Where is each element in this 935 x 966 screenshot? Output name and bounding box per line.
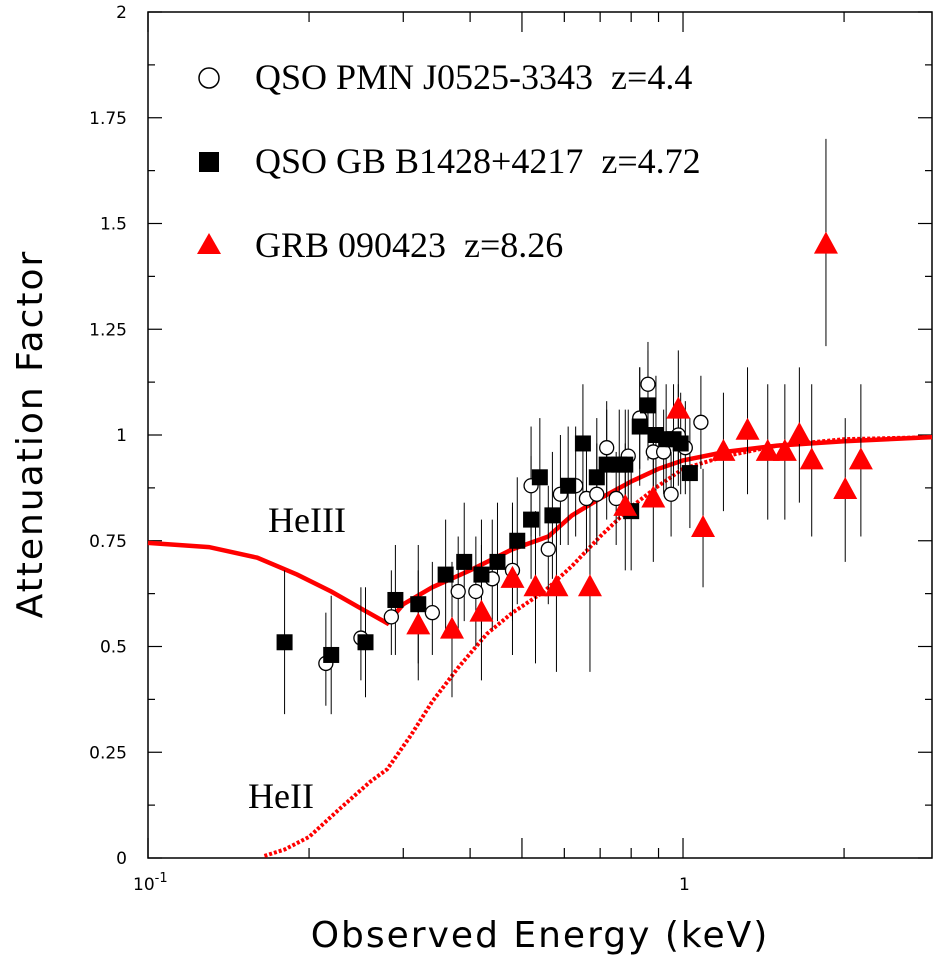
point-open-circle xyxy=(424,605,440,621)
y-axis-title: Attenuation Factor xyxy=(10,250,51,619)
point-open-circle xyxy=(640,376,656,392)
x-axis-title: Observed Energy (keV) xyxy=(311,915,770,956)
point-filled-square xyxy=(489,553,506,570)
point-filled-triangle xyxy=(500,565,525,588)
point-open-circle xyxy=(599,440,615,456)
y-tick-labels: 0 0.25 0.5 0.75 1 1.25 1.5 1.75 2 xyxy=(89,3,127,869)
point-filled-square xyxy=(531,469,548,486)
point-filled-triangle xyxy=(469,599,494,622)
curve-label-heiii: HeIII xyxy=(268,500,346,540)
point-filled-triangle xyxy=(755,438,780,461)
legend: QSO PMN J0525-3343 z=4.4 QSO GB B1428+42… xyxy=(197,57,701,265)
point-filled-triangle xyxy=(691,515,716,538)
point-filled-triangle xyxy=(406,612,431,635)
point-open-circle xyxy=(663,486,679,502)
x-tick-label-1: 1 xyxy=(679,875,690,895)
point-filled-square xyxy=(681,465,698,482)
y-tick-label: 0.75 xyxy=(89,532,127,552)
y-tick-label: 1 xyxy=(116,426,127,446)
y-tick-label: 1.25 xyxy=(89,320,127,340)
point-filled-square xyxy=(456,553,473,570)
point-filled-triangle xyxy=(641,485,666,508)
y-tick-label: 2 xyxy=(116,3,127,23)
point-filled-triangle xyxy=(577,574,602,597)
point-open-circle xyxy=(540,541,556,557)
point-filled-square xyxy=(672,435,689,452)
point-filled-square xyxy=(387,591,404,608)
y-tick-label: 0.5 xyxy=(100,638,127,658)
point-filled-square xyxy=(410,596,427,613)
point-filled-square xyxy=(639,397,656,414)
legend-marker-open-circle xyxy=(198,67,220,89)
point-filled-square xyxy=(544,507,561,524)
point-filled-square xyxy=(598,456,615,473)
point-filled-square xyxy=(437,566,454,583)
point-filled-triangle xyxy=(523,574,548,597)
x-tick-labels: 10-1 1 xyxy=(133,871,690,895)
point-filled-triangle xyxy=(439,616,464,639)
legend-marker-filled-triangle xyxy=(197,233,221,254)
point-filled-square xyxy=(323,646,340,663)
point-filled-triangle xyxy=(735,417,760,440)
y-tick-label: 0.25 xyxy=(89,743,127,763)
point-filled-triangle xyxy=(799,447,824,470)
point-filled-square xyxy=(357,634,374,651)
point-open-circle xyxy=(383,609,399,625)
point-filled-triangle xyxy=(848,447,873,470)
data-markers xyxy=(276,231,873,672)
point-filled-triangle xyxy=(666,396,691,419)
y-tick-label: 1.75 xyxy=(89,109,127,129)
y-tick-label: 1.5 xyxy=(100,215,127,235)
point-open-circle xyxy=(450,583,466,600)
point-filled-square xyxy=(588,469,605,486)
legend-label-qso-gb: QSO GB B1428+4217 z=4.72 xyxy=(255,141,701,181)
point-filled-square xyxy=(276,634,293,651)
point-filled-triangle xyxy=(813,231,838,254)
legend-label-qso-pmn: QSO PMN J0525-3343 z=4.4 xyxy=(255,57,692,97)
point-filled-square xyxy=(631,418,648,435)
point-filled-square xyxy=(473,566,490,583)
point-open-circle xyxy=(693,414,709,430)
x-tick-label-0.1: 10-1 xyxy=(133,871,168,895)
point-filled-square xyxy=(509,532,526,549)
point-filled-square xyxy=(574,435,591,452)
point-filled-triangle xyxy=(711,438,736,461)
point-open-circle xyxy=(468,583,484,600)
curve-label-heii: HeII xyxy=(248,776,314,816)
legend-marker-filled-square xyxy=(199,152,219,172)
point-filled-triangle xyxy=(787,422,812,444)
y-tick-label: 0 xyxy=(116,849,127,869)
legend-label-grb: GRB 090423 z=8.26 xyxy=(255,225,563,265)
axis-ticks xyxy=(147,11,932,859)
point-open-circle xyxy=(589,486,605,502)
curve-heii xyxy=(263,435,933,858)
point-filled-square xyxy=(560,477,577,494)
point-filled-triangle xyxy=(613,493,638,516)
point-filled-triangle xyxy=(833,476,858,499)
point-filled-square xyxy=(617,456,634,473)
point-filled-square xyxy=(523,511,540,528)
point-filled-triangle xyxy=(772,438,797,461)
point-filled-triangle xyxy=(544,574,569,597)
